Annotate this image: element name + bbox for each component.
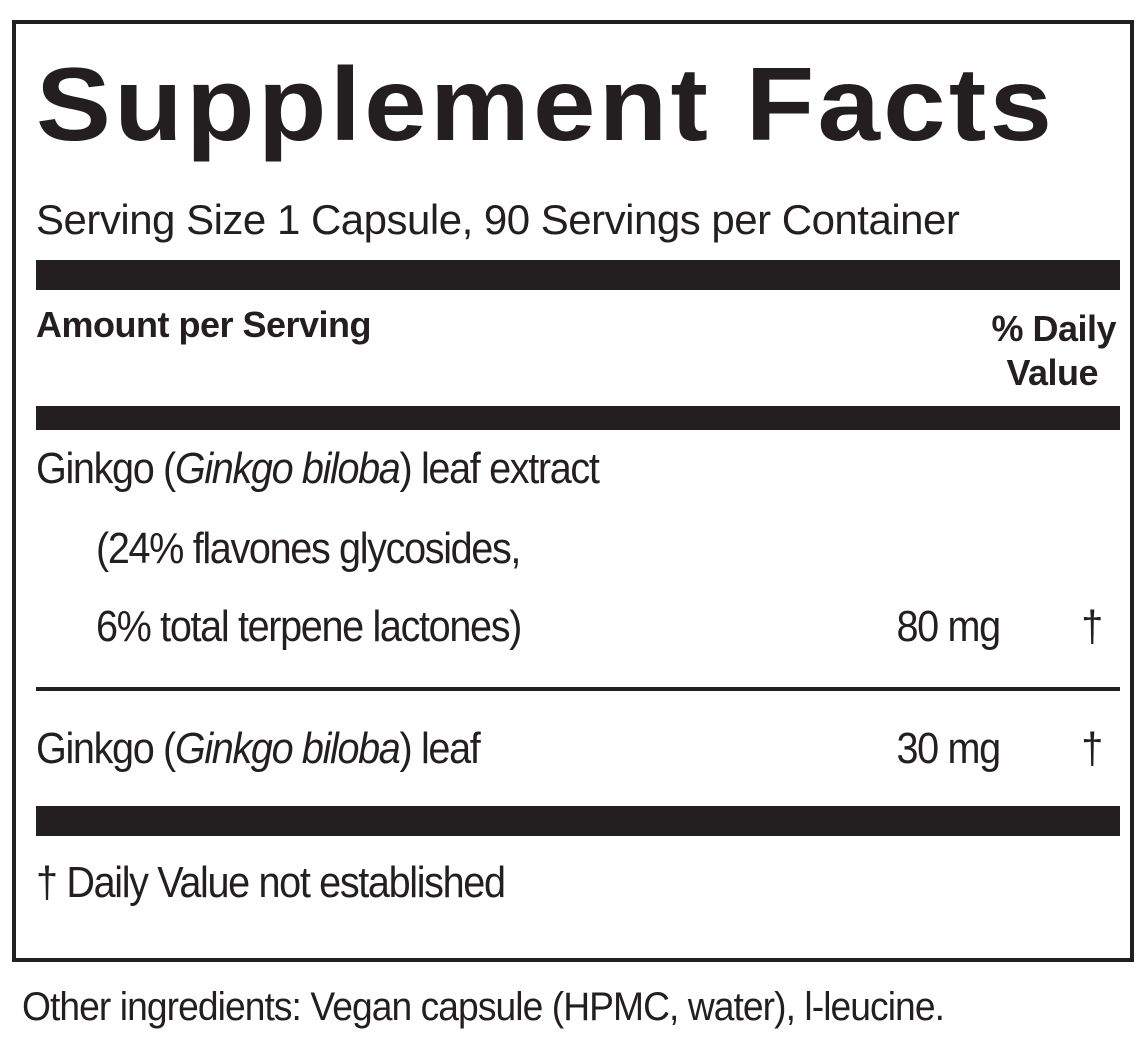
daily-value: † bbox=[1081, 602, 1103, 651]
amount-per-serving-header: Amount per Serving bbox=[36, 304, 372, 345]
ingredient-detail: 6% total terpene lactones) bbox=[96, 602, 522, 651]
footnote: † Daily Value not established bbox=[36, 858, 506, 907]
ingredient-detail: (24% flavones glycosides, bbox=[96, 524, 521, 573]
daily-value-header-line1: % Daily bbox=[991, 308, 1116, 349]
daily-value: † bbox=[1081, 724, 1103, 773]
name-text: Ginkgo ( bbox=[36, 444, 176, 493]
ingredient-name: Ginkgo (Ginkgo biloba) leaf bbox=[36, 724, 481, 774]
latin-name: Ginkgo biloba bbox=[174, 444, 401, 493]
ingredient-name: Ginkgo (Ginkgo biloba) leaf extract bbox=[36, 444, 600, 494]
thin-divider bbox=[36, 687, 1120, 691]
other-ingredients: Other ingredients: Vegan capsule (HPMC, … bbox=[22, 985, 945, 1029]
ingredient-amount: 80 mg bbox=[896, 602, 1002, 651]
daily-value-header-line2: Value bbox=[1006, 352, 1098, 393]
supplement-facts-panel: Supplement Facts Serving Size 1 Capsule,… bbox=[12, 20, 1134, 962]
name-text: ) leaf bbox=[399, 724, 480, 773]
thick-divider bbox=[36, 260, 1120, 290]
name-text: ) leaf extract bbox=[399, 444, 599, 493]
thick-divider bbox=[36, 406, 1120, 430]
thick-divider bbox=[36, 806, 1120, 836]
panel-title: Supplement Facts bbox=[36, 47, 1056, 163]
latin-name: Ginkgo biloba bbox=[174, 724, 401, 773]
name-text: Ginkgo ( bbox=[36, 724, 176, 773]
serving-size: Serving Size 1 Capsule, 90 Servings per … bbox=[36, 196, 960, 243]
ingredient-amount: 30 mg bbox=[896, 724, 1002, 773]
